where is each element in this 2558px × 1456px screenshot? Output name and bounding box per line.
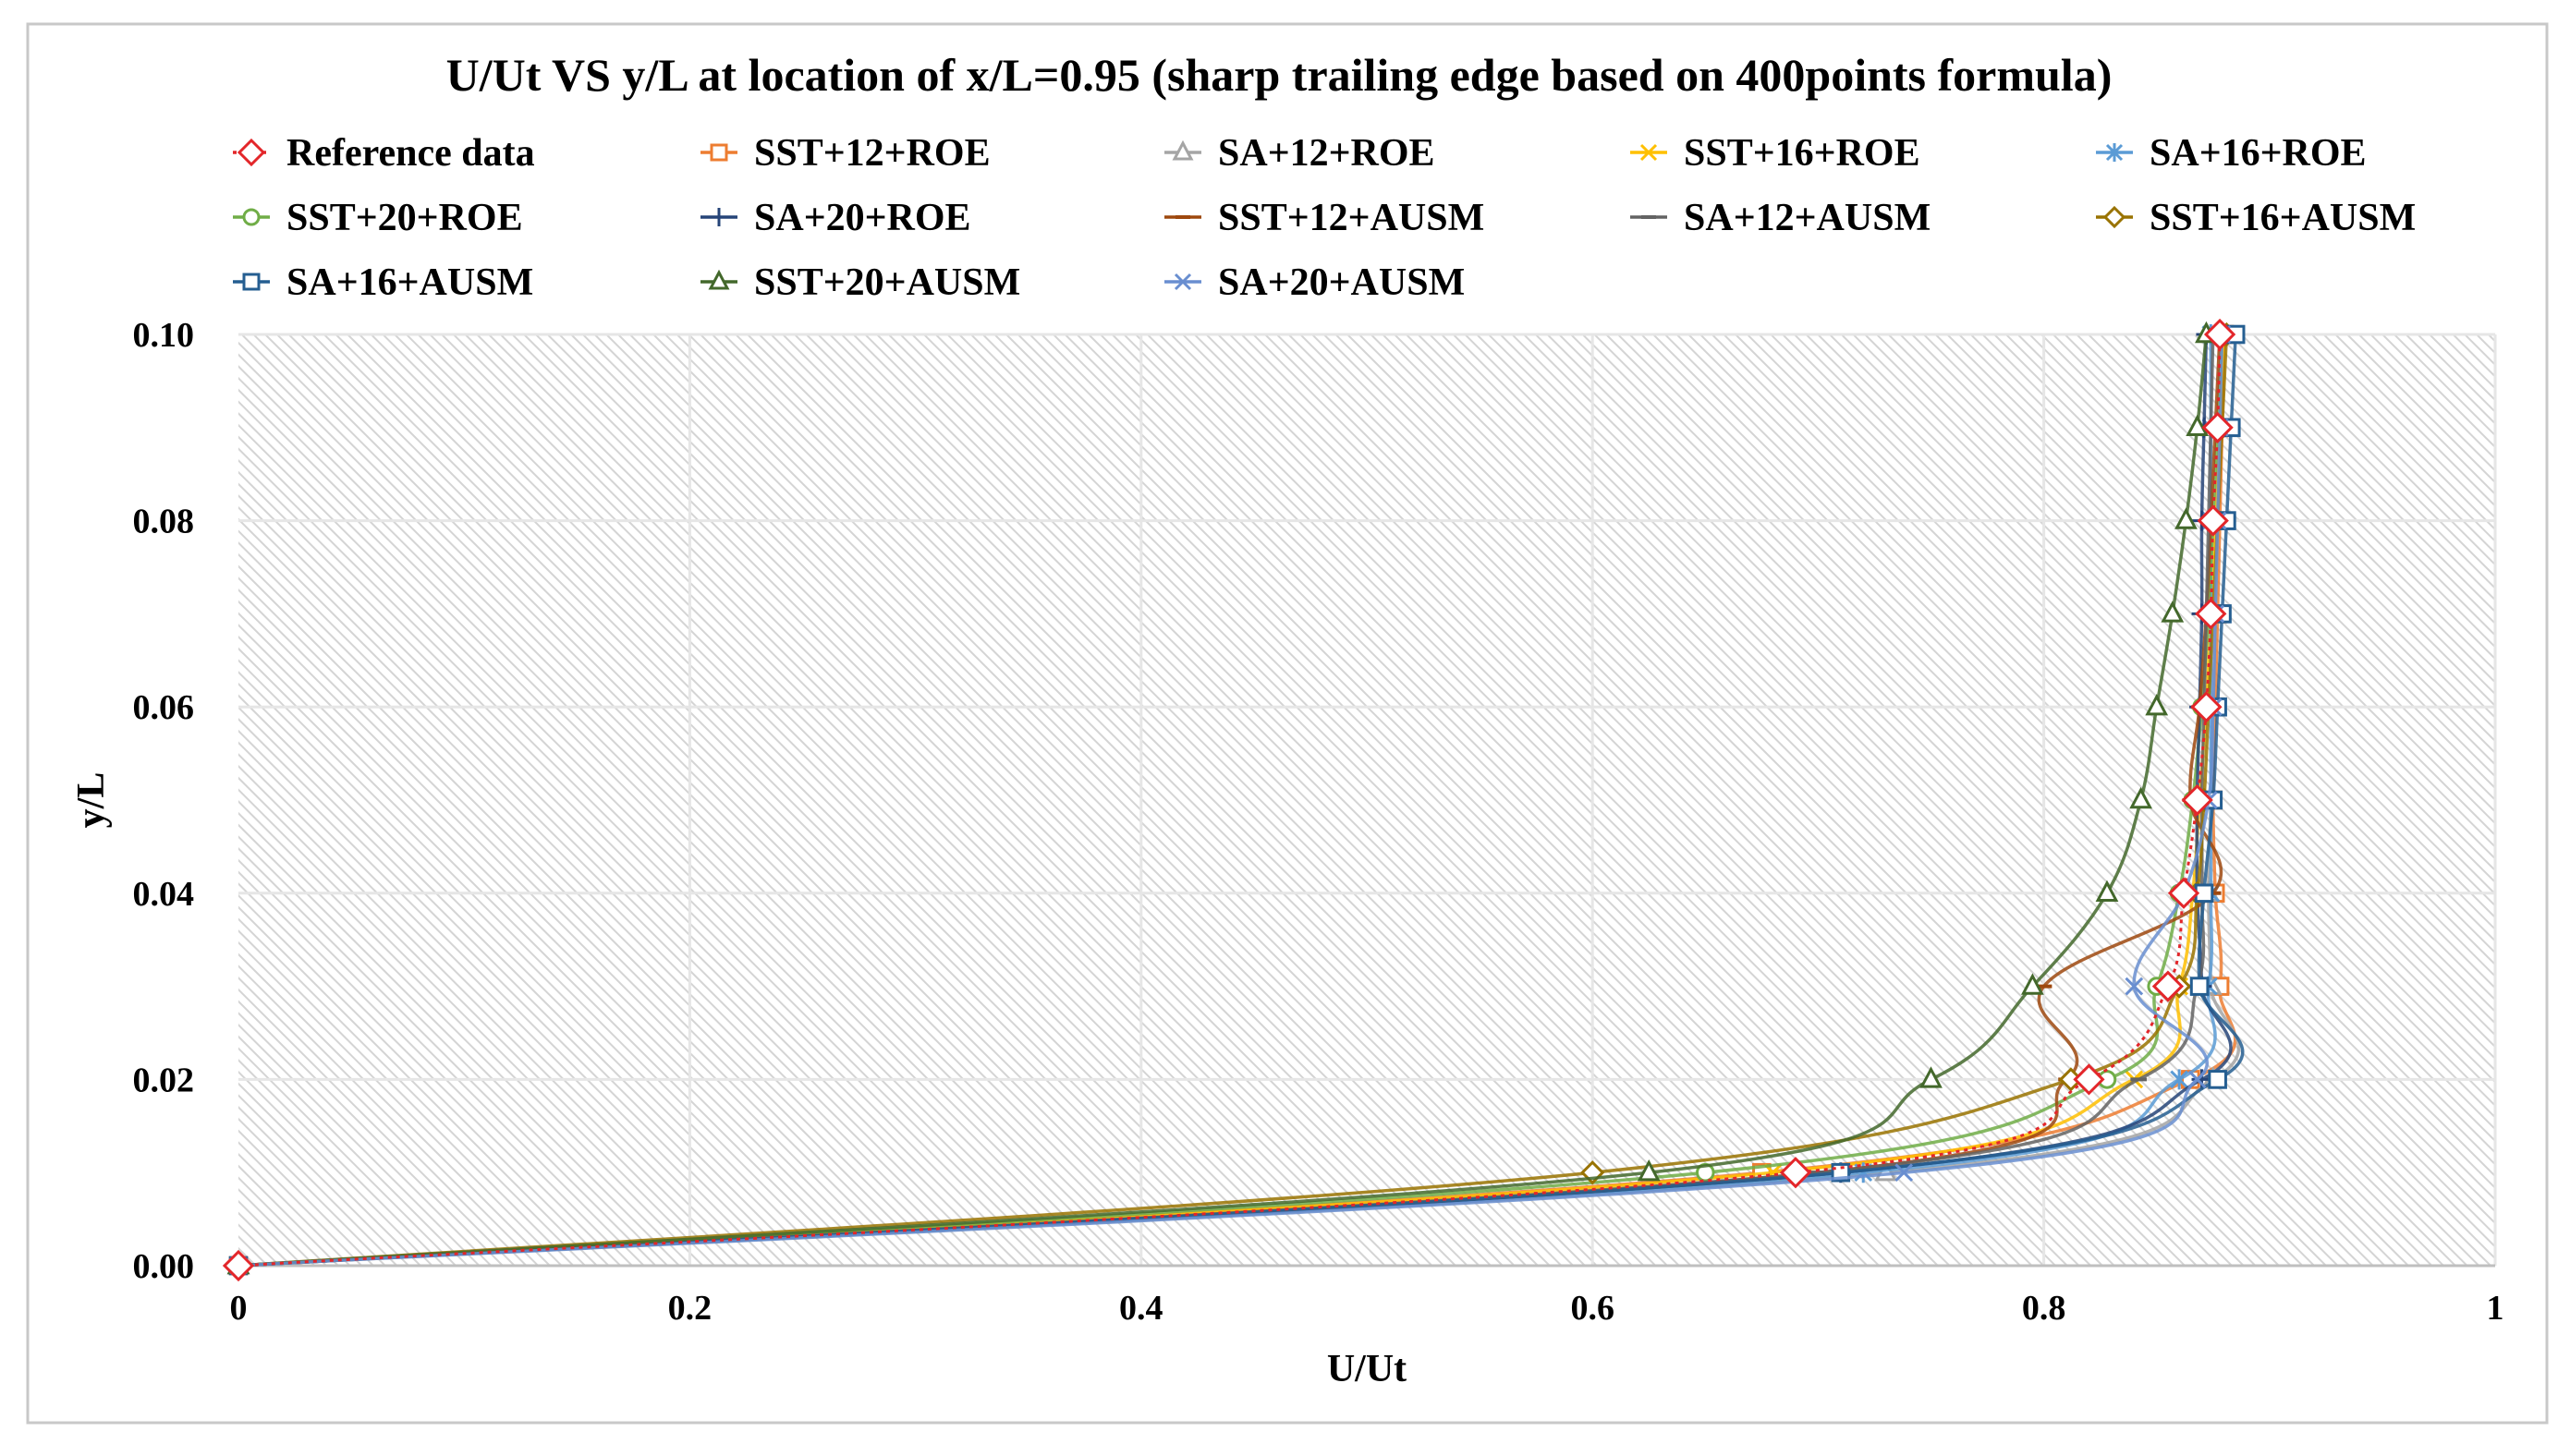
series-line — [238, 334, 2224, 1268]
y-tick-label: 0.02 — [133, 1061, 195, 1099]
legend-item-sst-16-roe: SST+16+ROE — [1630, 132, 1920, 175]
legend-item-sa-12-ausm: SA+12+AUSM — [1630, 197, 1931, 239]
legend: Reference data SST+12+ROE SA+12+ROE SST+16+… — [233, 132, 2416, 304]
data-point — [1894, 1163, 1914, 1183]
legend-swatch-marker — [710, 143, 728, 162]
data-point — [1637, 1159, 1661, 1182]
data-point — [222, 1249, 255, 1282]
data-point — [2151, 970, 2185, 1002]
legend-label: SA+20+ROE — [754, 197, 971, 239]
y-tick-label: 0.04 — [133, 875, 195, 914]
y-tick-label: 0.10 — [133, 316, 195, 355]
legend-label: SA+16+ROE — [2150, 132, 2367, 175]
legend-swatch-marker — [242, 208, 261, 226]
series-line — [238, 334, 2222, 1268]
legend-label: SA+12+AUSM — [1684, 197, 1931, 239]
data-point — [1919, 1066, 1943, 1088]
series-line — [238, 334, 2224, 1268]
data-point — [2167, 877, 2200, 909]
data-point — [2170, 1069, 2188, 1090]
data-point — [2174, 507, 2198, 529]
data-point — [2187, 1070, 2207, 1089]
grid — [238, 333, 2497, 1266]
x-tick-label: 0.2 — [668, 1289, 713, 1328]
x-tick-label: 0.8 — [2022, 1289, 2066, 1328]
legend-item-sa-12-roe: SA+12+ROE — [1164, 132, 1435, 175]
legend-item-sst-12-ausm: SST+12+AUSM — [1164, 197, 1484, 239]
x-axis-label: U/Ut — [1327, 1348, 1407, 1390]
data-point — [2189, 977, 2210, 996]
legend-label: SA+20+AUSM — [1218, 261, 1465, 304]
data-point — [2129, 786, 2152, 809]
data-point — [2145, 693, 2169, 716]
legend-label: SST+16+AUSM — [2150, 197, 2416, 239]
series-reference-data — [222, 318, 2236, 1282]
data-point — [2203, 318, 2236, 351]
data-point — [2181, 783, 2213, 817]
legend-item-reference-data: Reference data — [233, 132, 535, 175]
legend-swatch-marker — [708, 269, 730, 290]
y-tick-label: 0.08 — [133, 503, 195, 541]
data-point — [2161, 601, 2185, 623]
legend-swatch-marker — [2105, 143, 2124, 162]
legend-item-sa-16-ausm: SA+16+AUSM — [233, 261, 533, 304]
legend-swatch-marker — [1174, 273, 1192, 291]
legend-swatch-marker — [237, 138, 266, 167]
legend-item-sst-16-ausm: SST+16+AUSM — [2096, 197, 2416, 239]
data-point — [2020, 973, 2044, 995]
legend-item-sst-20-ausm: SST+20+AUSM — [700, 261, 1020, 304]
x-tick-label: 0.6 — [1570, 1289, 1614, 1328]
data-point — [2197, 504, 2229, 537]
plot-area — [238, 334, 2495, 1266]
legend-swatch-marker — [1172, 140, 1194, 161]
series-line — [238, 334, 2245, 1268]
y-axis-label: y/L — [70, 772, 113, 829]
legend-swatch-marker — [2102, 205, 2126, 229]
legend-item-sst-20-roe: SST+20+ROE — [233, 197, 523, 239]
x-tick-label: 0 — [230, 1289, 248, 1328]
legend-label: SST+20+AUSM — [754, 261, 1020, 304]
y-tick-label: 0.00 — [133, 1247, 195, 1286]
data-point — [2073, 1063, 2105, 1096]
data-point — [2208, 1070, 2227, 1089]
legend-item-sst-12-roe: SST+12+ROE — [700, 132, 991, 175]
data-point — [2125, 977, 2144, 996]
data-point — [1779, 1157, 1812, 1189]
series-line — [238, 334, 2209, 1268]
series — [222, 318, 2246, 1282]
legend-label: SA+16+AUSM — [286, 261, 533, 304]
data-point — [2201, 411, 2234, 443]
legend-label: SST+20+ROE — [286, 197, 523, 239]
legend-item-sa-20-ausm: SA+20+AUSM — [1164, 261, 1465, 304]
legend-item-sa-20-roe: SA+20+ROE — [700, 197, 971, 239]
axes: 0 0.2 0.4 0.6 0.8 1 0.00 0.02 0.04 0.06 0.08 0.10 — [133, 316, 2504, 1328]
x-tick-label: 1 — [2487, 1289, 2504, 1328]
data-point — [2095, 880, 2119, 902]
data-point — [2195, 598, 2227, 630]
chart-title: U/Ut VS y/L at location of x/L=0.95 (sha… — [446, 49, 2113, 101]
legend-label: SST+16+ROE — [1684, 132, 1920, 175]
legend-label: Reference data — [286, 132, 535, 175]
legend-label: SST+12+AUSM — [1218, 197, 1484, 239]
legend-swatch-marker — [242, 273, 261, 291]
data-point — [2190, 691, 2223, 723]
legend-swatch-marker — [1639, 143, 1658, 162]
legend-swatch-marker — [710, 208, 728, 226]
legend-label: SST+12+ROE — [754, 132, 991, 175]
legend-item-sa-16-roe: SA+16+ROE — [2096, 132, 2367, 175]
legend-label: SA+12+ROE — [1218, 132, 1435, 175]
x-tick-label: 0.4 — [1119, 1289, 1163, 1328]
y-tick-label: 0.06 — [133, 688, 195, 727]
data-point — [2186, 414, 2210, 436]
